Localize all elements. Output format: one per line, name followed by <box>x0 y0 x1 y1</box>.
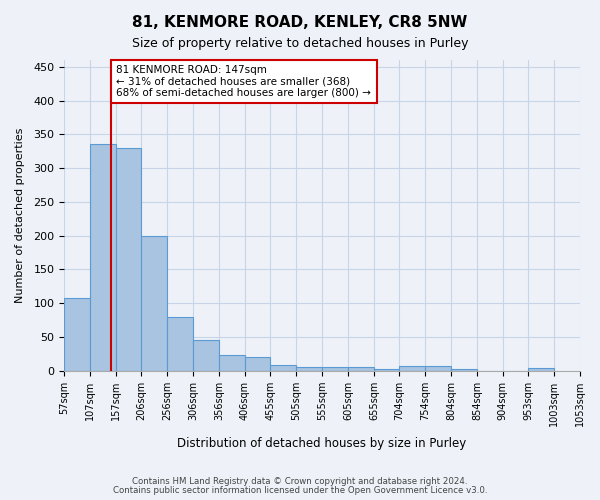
Bar <box>425 366 451 371</box>
Bar <box>193 340 219 371</box>
Bar <box>528 368 554 371</box>
Text: 81 KENMORE ROAD: 147sqm
← 31% of detached houses are smaller (368)
68% of semi-d: 81 KENMORE ROAD: 147sqm ← 31% of detache… <box>116 64 371 98</box>
Bar <box>167 316 193 371</box>
Text: 81, KENMORE ROAD, KENLEY, CR8 5NW: 81, KENMORE ROAD, KENLEY, CR8 5NW <box>133 15 467 30</box>
Bar <box>374 370 399 371</box>
Bar <box>271 364 296 371</box>
Bar <box>399 366 425 371</box>
Bar <box>219 356 245 371</box>
Text: Contains public sector information licensed under the Open Government Licence v3: Contains public sector information licen… <box>113 486 487 495</box>
Bar <box>451 370 477 371</box>
Bar <box>348 366 374 371</box>
X-axis label: Distribution of detached houses by size in Purley: Distribution of detached houses by size … <box>178 437 467 450</box>
Bar <box>64 298 90 371</box>
Bar <box>142 236 167 371</box>
Bar <box>116 148 142 371</box>
Text: Size of property relative to detached houses in Purley: Size of property relative to detached ho… <box>132 38 468 51</box>
Y-axis label: Number of detached properties: Number of detached properties <box>15 128 25 303</box>
Text: Contains HM Land Registry data © Crown copyright and database right 2024.: Contains HM Land Registry data © Crown c… <box>132 477 468 486</box>
Bar <box>322 366 348 371</box>
Bar <box>296 366 322 371</box>
Bar <box>245 358 271 371</box>
Bar <box>90 144 116 371</box>
